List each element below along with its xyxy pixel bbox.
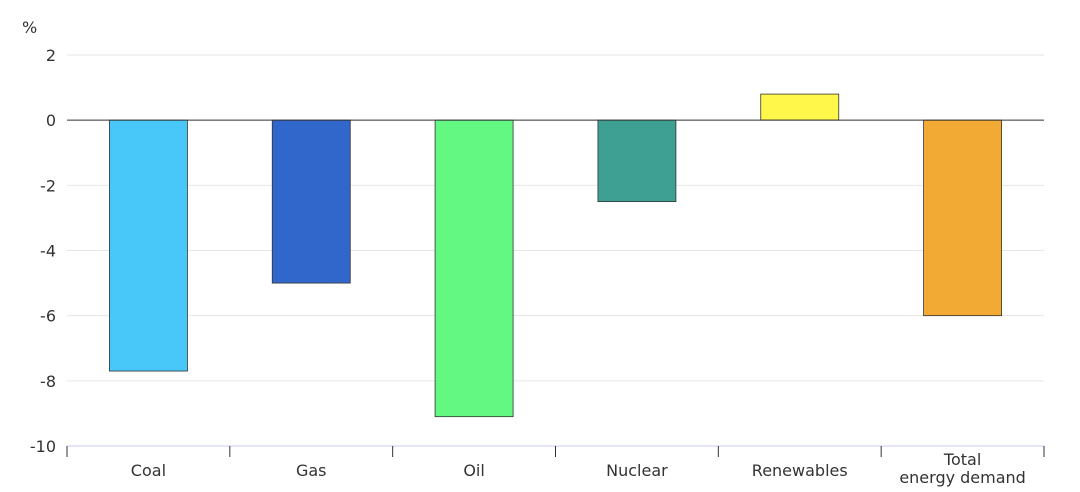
y-tick-label: -6 <box>40 307 56 326</box>
y-axis-ticks: 2 0 -2 -4 -6 -8 -10 <box>30 46 56 456</box>
bar-total <box>923 119 1002 317</box>
y-tick-label: -2 <box>40 176 56 195</box>
y-tick-label: 0 <box>46 111 56 130</box>
x-tick-label: energy demand <box>899 468 1026 487</box>
x-tick-label: Total <box>943 450 981 469</box>
bar-nuclear <box>597 119 677 203</box>
bar-renewables <box>760 93 840 121</box>
bars <box>109 93 1002 418</box>
y-tick-label: -8 <box>40 372 56 391</box>
bar-gas <box>271 119 351 284</box>
y-axis-unit-label: % <box>22 18 37 37</box>
gridlines <box>67 54 1044 382</box>
x-axis <box>66 119 1045 457</box>
y-tick-label: -10 <box>30 437 56 456</box>
y-tick-label: -4 <box>40 242 56 261</box>
bar-oil <box>434 119 514 418</box>
x-tick-label: Gas <box>296 461 327 480</box>
x-tick-label: Coal <box>131 461 166 480</box>
x-tick-label: Oil <box>463 461 484 480</box>
x-tick-label: Renewables <box>752 461 848 480</box>
bar-coal <box>109 119 188 372</box>
x-tick-label: Nuclear <box>606 461 668 480</box>
y-tick-label: 2 <box>46 46 56 65</box>
